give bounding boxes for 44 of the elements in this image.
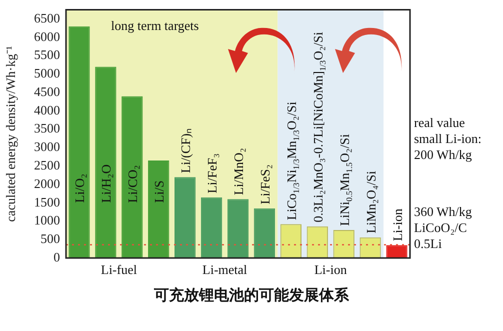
y-tick-label: 6500 bbox=[34, 10, 60, 26]
x-tick-label: LiCo1/3Ni1/3Mn1/3O₂/Si bbox=[284, 101, 302, 220]
text: Li-fuel bbox=[100, 262, 138, 277]
y-tick-label: 4500 bbox=[34, 84, 60, 99]
y-tick-label: 500 bbox=[40, 231, 60, 246]
x-tick-label: Li/FeF₃ bbox=[204, 153, 220, 194]
x-tick-label: Li/S bbox=[152, 180, 167, 203]
y-axis-title: caculated energy density/Wh·kg⁻¹ bbox=[3, 46, 18, 222]
y-tick-label: 3000 bbox=[34, 139, 60, 154]
bar bbox=[200, 197, 222, 258]
bar bbox=[227, 199, 249, 258]
x-tick-label: Li/H₂O bbox=[98, 164, 114, 203]
y-tick-label: 4000 bbox=[34, 102, 60, 118]
bar bbox=[386, 245, 408, 258]
x-tick-label: Li/O₂ bbox=[72, 174, 88, 203]
y-tick-label: 2500 bbox=[34, 157, 60, 172]
y-tick-label: 6000 bbox=[34, 28, 60, 44]
y-tick-label: 2000 bbox=[34, 176, 60, 191]
y-tick-label: 1000 bbox=[34, 212, 60, 228]
x-tick-label: Li/MnO₂ bbox=[231, 148, 246, 196]
y-tick-label: 0 bbox=[54, 249, 60, 264]
bar bbox=[95, 66, 116, 258]
y-tick-label: 5500 bbox=[34, 47, 60, 62]
x-tick-label: LiMn₂O₄/Si bbox=[363, 170, 378, 234]
bar bbox=[148, 160, 170, 258]
bar bbox=[254, 208, 276, 258]
text: Li-metal bbox=[202, 262, 248, 277]
y-tick-label: 1500 bbox=[34, 194, 60, 210]
bar bbox=[174, 177, 196, 258]
bar bbox=[122, 96, 143, 258]
ref-line-label: 360 Wh/kg LiCoO₂/C 0.5Li bbox=[414, 204, 472, 251]
x-tick-label: 0.3Li₂MnO₃-0.7Li[NiCoMn]1/3O₂/Si bbox=[310, 32, 328, 222]
y-tick-label: 3500 bbox=[34, 120, 60, 136]
annotation: long term targets bbox=[111, 18, 199, 33]
bar bbox=[68, 26, 90, 258]
x-tick-label: Li-ion bbox=[390, 208, 405, 242]
x-tick-label: Li/(CF)ₙ bbox=[178, 128, 194, 174]
text: 可充放锂电池的可能发展体系 bbox=[153, 286, 350, 305]
x-tick-label: Li/CO₂ bbox=[125, 165, 140, 203]
y-tick-label: 5000 bbox=[34, 66, 60, 81]
text: Li-ion bbox=[314, 262, 348, 277]
x-tick-label: LiNi0.5Mn1.5O₂/Si bbox=[336, 134, 354, 226]
text: real value small Li-ion: 200 Wh/kg bbox=[414, 114, 482, 162]
x-tick-label: Li/FeS₂ bbox=[257, 164, 272, 204]
